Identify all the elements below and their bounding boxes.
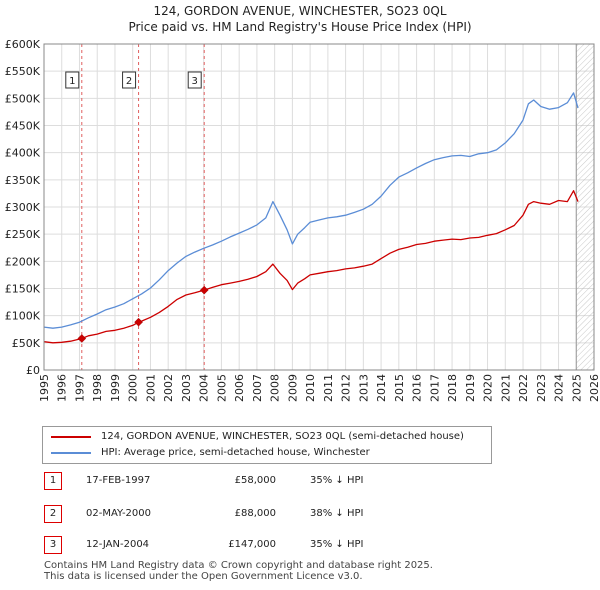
legend: 124, GORDON AVENUE, WINCHESTER, SO23 0QL… [42,426,492,464]
sale-marker-label: 1 [69,76,75,87]
x-tick-label: 2020 [482,374,495,402]
sale-marker-badge: 1 [44,472,62,490]
footer: Contains HM Land Registry data © Crown c… [44,560,433,582]
x-tick-label: 1996 [56,374,69,402]
sale-date: 17-FEB-1997 [86,475,151,486]
x-tick-label: 2026 [588,374,600,402]
sale-marker-label: 3 [192,76,198,87]
x-tick-label: 2013 [357,374,370,402]
chart-subtitle: Price paid vs. HM Land Registry's House … [128,20,472,34]
x-tick-label: 1998 [91,374,104,402]
sale-date: 12-JAN-2004 [86,539,150,550]
x-tick-label: 2011 [322,374,335,402]
sale-marker-badge: 2 [44,505,62,523]
x-tick-label: 2022 [517,374,530,402]
legend-label-property: 124, GORDON AVENUE, WINCHESTER, SO23 0QL… [101,431,464,442]
plot-frame [43,43,595,371]
sale-price: £88,000 [234,508,276,519]
y-tick-label: £400K [5,147,41,160]
future-shading [576,44,594,370]
x-tick-label: 2016 [411,374,424,402]
sale-row: 1 17-FEB-1997 £58,000 35% ↓ HPI [40,472,580,490]
y-tick-label: £600K [5,38,41,51]
footer-copyright: Contains HM Land Registry data © Crown c… [44,560,433,571]
x-tick-label: 2023 [535,374,548,402]
x-tick-label: 2002 [162,374,175,402]
legend-swatch-hpi [51,452,91,454]
footer-licence: This data is licensed under the Open Gov… [44,571,363,582]
x-tick-label: 2017 [428,374,441,402]
sale-point [77,334,87,343]
y-tick-label: £0 [26,364,40,377]
sale-price: £58,000 [234,475,276,486]
y-tick-label: £150K [5,283,41,296]
y-tick-label: £300K [5,201,41,214]
x-tick-label: 2005 [215,374,228,402]
x-tick-label: 2001 [144,374,157,402]
x-tick-label: 2009 [286,374,299,402]
sale-marker-badge: 3 [44,536,62,554]
x-tick-label: 2003 [180,374,193,402]
sale-row: 3 12-JAN-2004 £147,000 35% ↓ HPI [40,536,580,554]
sale-point [134,317,143,327]
x-tick-label: 2006 [233,374,246,402]
y-tick-label: £350K [5,174,41,187]
x-tick-label: 2012 [340,374,353,402]
x-tick-label: 2008 [269,374,282,402]
x-tick-label: 2025 [570,374,583,402]
x-tick-label: 1995 [38,374,51,402]
sale-marker-box [187,71,202,89]
sale-price: £147,000 [228,539,276,550]
x-tick-label: 2014 [375,374,388,402]
sale-marker-label: 2 [126,76,132,87]
sale-marker-box [65,71,80,89]
x-tick-label: 2007 [251,374,264,402]
x-tick-label: 1999 [109,374,122,402]
x-tick-label: 2004 [198,374,211,402]
y-tick-label: £450K [5,120,41,133]
legend-swatch-property [51,436,91,438]
sale-marker-box [122,71,137,89]
legend-label-hpi: HPI: Average price, semi-detached house,… [101,447,370,458]
x-tick-label: 2000 [127,374,140,402]
x-tick-label: 2021 [499,374,512,402]
x-tick-label: 1997 [73,374,86,402]
y-tick-label: £50K [12,337,41,350]
x-tick-label: 2019 [464,374,477,402]
sale-row: 2 02-MAY-2000 £88,000 38% ↓ HPI [40,505,580,523]
chart-title: 124, GORDON AVENUE, WINCHESTER, SO23 0QL [153,4,447,18]
y-tick-label: £100K [5,310,41,323]
hpi-series-line [43,92,579,329]
x-tick-label: 2015 [393,374,406,402]
y-tick-label: £550K [5,65,41,78]
sale-hpi-diff: 35% ↓ HPI [310,475,364,486]
y-tick-label: £250K [5,228,41,241]
y-tick-label: £500K [5,92,41,105]
x-tick-label: 2010 [304,374,317,402]
sale-hpi-diff: 38% ↓ HPI [310,508,364,519]
sale-date: 02-MAY-2000 [86,508,152,519]
sale-point [199,285,209,295]
sale-hpi-diff: 35% ↓ HPI [310,539,364,550]
x-tick-label: 2024 [553,374,566,402]
x-tick-label: 2018 [446,374,459,402]
y-tick-label: £200K [5,255,41,268]
price-chart: £0 £50K £100K £150K £200K £250K £300K £350K £400… [5,38,600,402]
